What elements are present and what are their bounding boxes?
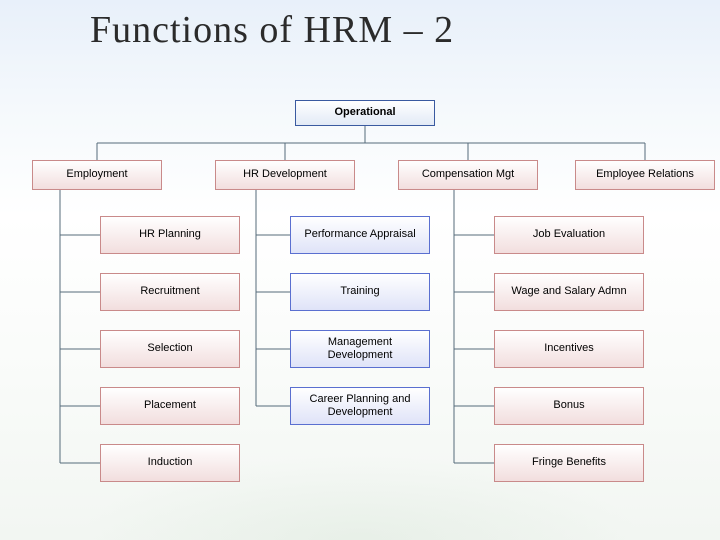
- leaf-compmgt-2: Incentives: [494, 330, 644, 368]
- leaf-compmgt-0: Job Evaluation: [494, 216, 644, 254]
- l2-compmgt: Compensation Mgt: [398, 160, 538, 190]
- leaf-hrdev-1: Training: [290, 273, 430, 311]
- leaf-employment-4: Induction: [100, 444, 240, 482]
- leaf-employment-0: HR Planning: [100, 216, 240, 254]
- l2-hrdev: HR Development: [215, 160, 355, 190]
- leaf-compmgt-1: Wage and Salary Admn: [494, 273, 644, 311]
- leaf-hrdev-0: Performance Appraisal: [290, 216, 430, 254]
- page-title: Functions of HRM – 2: [90, 8, 454, 52]
- l2-employment: Employment: [32, 160, 162, 190]
- leaf-hrdev-3: Career Planning and Development: [290, 387, 430, 425]
- leaf-hrdev-2: Management Development: [290, 330, 430, 368]
- leaf-employment-3: Placement: [100, 387, 240, 425]
- leaf-employment-1: Recruitment: [100, 273, 240, 311]
- root-operational: Operational: [295, 100, 435, 126]
- leaf-compmgt-4: Fringe Benefits: [494, 444, 644, 482]
- leaf-employment-2: Selection: [100, 330, 240, 368]
- l2-emprel: Employee Relations: [575, 160, 715, 190]
- leaf-compmgt-3: Bonus: [494, 387, 644, 425]
